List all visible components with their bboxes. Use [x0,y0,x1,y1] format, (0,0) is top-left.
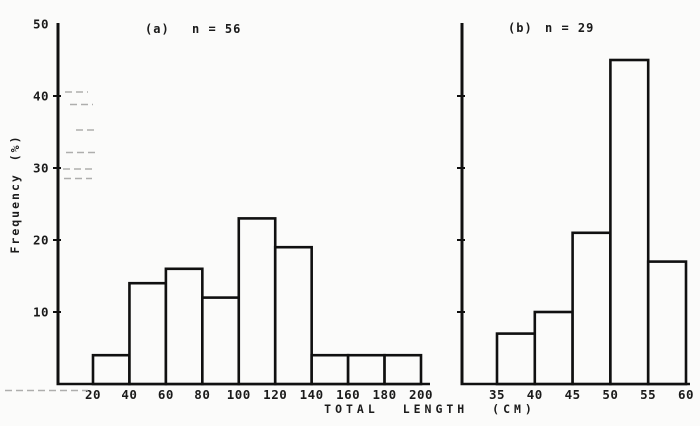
histogram-bar [128,281,168,386]
y-tick-label: 30 [33,161,49,176]
x-tick-label: 80 [194,387,210,402]
histogram-bar [201,296,241,386]
x-tick-label: 100 [227,387,251,402]
x-tick-label: 35 [489,387,505,402]
histogram-bar [91,353,131,386]
panel-b: 35 40 45 50 55 60 (b) n = 29 [457,21,694,402]
histogram-bar [495,332,537,386]
x-tick-label: 50 [602,387,618,402]
y-tick-label: 20 [33,233,49,248]
x-tick-label: 120 [263,387,287,402]
histogram-bar [533,310,574,386]
y-tick-label: 10 [33,305,49,320]
x-tick-label: 60 [158,387,174,402]
y-tick-label: 50 [33,17,49,32]
x-tick-label: 160 [336,387,360,402]
x-tick-label: 45 [565,387,581,402]
histogram-bar [237,217,277,386]
x-tick-label: 20 [85,387,101,402]
panel-title: (b) [508,21,533,35]
panel-sample-size: n = 56 [192,22,241,36]
x-axis-title: TOTAL LENGTH (CM) [324,402,536,416]
histogram-bar [571,231,612,386]
x-tick-label: 55 [640,387,656,402]
histogram-bar [346,353,386,386]
histogram-bar [164,267,204,386]
y-tick-label: 40 [33,89,49,104]
histogram-bar [646,260,688,386]
panel-sample-size: n = 29 [545,21,594,35]
x-tick-label: 40 [527,387,543,402]
x-tick-label: 200 [409,387,433,402]
x-tick-label: 40 [121,387,137,402]
histogram-bar [383,353,423,386]
panel-title: (a) [145,22,170,36]
x-tick-label: 140 [300,387,324,402]
histogram-bar [273,245,313,386]
histogram-bar [310,353,350,386]
y-axis-title: Frequency (%) [8,134,22,254]
x-tick-label: 60 [678,387,694,402]
panel-a: 10 20 30 40 50 20 40 60 80 100 120 140 160 180 200 (a) n… [33,17,433,403]
histogram-bar [609,58,650,386]
x-tick-label: 180 [373,387,397,402]
